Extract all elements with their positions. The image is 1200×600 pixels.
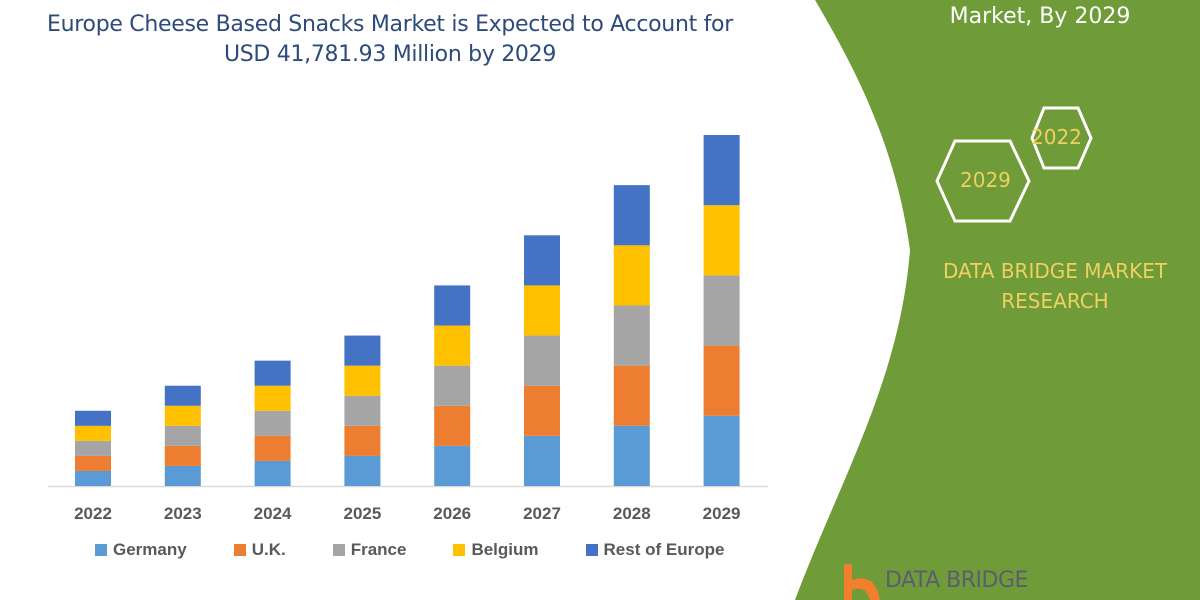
hexagon-2022 (1030, 106, 1093, 170)
hex-label-2022: 2022 (1031, 125, 1082, 149)
bar-segment-u-k--2025 (344, 425, 381, 456)
bar-segment-germany-2028 (613, 425, 650, 486)
side-panel-title: Market, By 2029 (949, 4, 1131, 29)
bar-segment-france-2029 (703, 275, 740, 346)
legend-label: Belgium (471, 540, 539, 559)
bar-segment-france-2028 (613, 305, 650, 366)
bar-segment-u-k--2027 (524, 385, 560, 436)
x-tick-label: 2025 (343, 504, 381, 523)
x-tick-label: 2024 (254, 504, 292, 523)
bar-segment-belgium-2023 (164, 405, 201, 426)
legend: Germany U.K. France Belgium Rest of Europe (95, 540, 771, 560)
hex-label-2029: 2029 (960, 168, 1011, 192)
chart-title: Europe Cheese Based Snacks Market is Exp… (40, 10, 740, 70)
bar-segment-u-k--2028 (613, 365, 650, 426)
bar-segment-u-k--2026 (434, 405, 471, 446)
bar-segment-rest-of-europe-2025 (344, 335, 381, 366)
legend-swatch (332, 544, 345, 556)
bar-segment-germany-2025 (344, 455, 381, 486)
logo-text: DATA BRIDGE (885, 568, 1028, 593)
bar-segment-rest-of-europe-2022 (75, 410, 111, 426)
bar-segment-belgium-2026 (434, 325, 471, 366)
bar-segment-u-k--2024 (254, 435, 291, 461)
logo-icon (844, 564, 880, 600)
bar-segment-france-2023 (164, 425, 201, 446)
hexagon-2029 (935, 139, 1031, 223)
brand-line-2: RESEARCH (1001, 289, 1109, 313)
bar-segment-germany-2022 (75, 470, 111, 486)
bar-segment-france-2027 (524, 335, 560, 386)
title-line-1: Europe Cheese Based Snacks Market is Exp… (47, 12, 733, 37)
bar-segment-belgium-2028 (613, 245, 650, 306)
bar-segment-germany-2024 (254, 460, 291, 486)
legend-item-germany: Germany (95, 540, 187, 560)
x-tick-label: 2022 (74, 504, 112, 523)
bar-segment-france-2025 (344, 395, 381, 426)
bar-segment-belgium-2027 (524, 285, 560, 336)
x-tick-label: 2026 (433, 504, 471, 523)
bar-segment-rest-of-europe-2024 (254, 360, 291, 386)
legend-item-belgium: Belgium (453, 540, 539, 560)
x-tick-label: 2028 (613, 504, 651, 523)
brand-line-1: DATA BRIDGE MARKET (942, 259, 1168, 283)
bar-segment-belgium-2022 (75, 425, 111, 441)
x-tick-label: 2027 (523, 504, 561, 523)
legend-swatch (233, 544, 246, 556)
legend-label: U.K. (251, 540, 286, 559)
legend-swatch (95, 544, 107, 556)
bar-segment-rest-of-europe-2027 (524, 235, 560, 286)
bar-segment-u-k--2029 (703, 345, 740, 416)
bar-segment-germany-2026 (434, 445, 471, 486)
bar-segment-france-2024 (254, 410, 291, 436)
bar-segment-germany-2023 (164, 465, 201, 486)
brand-text: DATA BRIDGE MARKET RESEARCH (920, 256, 1190, 316)
legend-swatch (585, 544, 598, 556)
bar-segment-belgium-2029 (703, 205, 740, 276)
x-tick-label: 2023 (164, 504, 202, 523)
bar-segment-belgium-2025 (344, 365, 381, 396)
legend-item-france: France (332, 540, 407, 560)
legend-swatch (453, 544, 466, 556)
bar-segment-rest-of-europe-2028 (613, 185, 650, 246)
legend-item-u-k-: U.K. (233, 540, 286, 560)
bar-segment-france-2022 (75, 440, 111, 456)
legend-label: Germany (113, 540, 187, 559)
bar-segment-belgium-2024 (254, 385, 291, 411)
title-line-2: USD 41,781.93 Million by 2029 (223, 42, 557, 67)
bar-segment-germany-2027 (524, 435, 560, 486)
bar-segment-u-k--2023 (164, 445, 201, 466)
bar-segment-rest-of-europe-2026 (434, 285, 471, 326)
stacked-bar-chart: 2022 2023 2024 2025 2026 2027 2028 2029 (48, 135, 768, 523)
legend-label: France (350, 540, 407, 559)
bar-segment-u-k--2022 (75, 455, 111, 471)
green-side-panel (795, 0, 1200, 600)
x-tick-label: 2029 (703, 504, 741, 523)
bar-segment-france-2026 (434, 365, 471, 406)
legend-item-rest-of-europe: Rest of Europe (585, 540, 725, 560)
bar-segment-germany-2029 (703, 415, 740, 486)
bar-segment-rest-of-europe-2023 (164, 385, 201, 406)
bar-segment-rest-of-europe-2029 (703, 135, 740, 206)
legend-label: Rest of Europe (603, 540, 725, 559)
